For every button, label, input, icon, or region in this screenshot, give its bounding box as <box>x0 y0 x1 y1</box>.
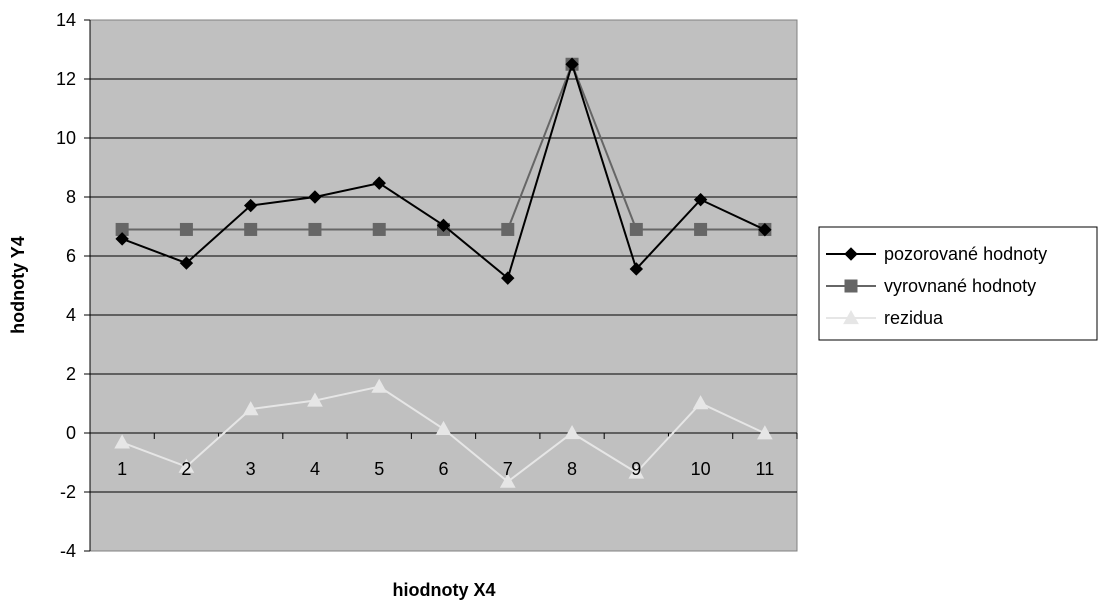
data-point-triangle <box>114 434 130 449</box>
data-point-square <box>844 279 858 293</box>
series-group <box>114 57 773 488</box>
y-tick-label: -4 <box>60 541 76 561</box>
data-point-square <box>244 222 258 236</box>
series-3 <box>114 378 773 488</box>
data-point-square <box>308 222 322 236</box>
data-point-triangle <box>499 473 516 488</box>
x-tick-label: 4 <box>310 459 320 479</box>
legend: pozorované hodnoty vyrovnané hodnoty rezid… <box>818 226 1098 341</box>
y-tick-label: 2 <box>66 364 76 384</box>
y-tick-label: 8 <box>66 187 76 207</box>
y-tick-label: 6 <box>66 246 76 266</box>
y-tick-label: 14 <box>56 10 76 30</box>
y-tick-label: 0 <box>66 423 76 443</box>
data-point-diamond <box>115 232 129 246</box>
series-1 <box>115 57 772 285</box>
legend-label: vyrovnané hodnoty <box>884 276 1036 296</box>
data-point-triangle <box>371 378 388 393</box>
data-point-square <box>629 222 643 236</box>
data-point-diamond <box>629 262 644 276</box>
y-tick-label: 12 <box>56 69 76 89</box>
legend-label: pozorované hodnoty <box>884 244 1047 264</box>
x-tick-label: 7 <box>503 459 513 479</box>
x-tick-label: 8 <box>567 459 577 479</box>
data-point-square <box>179 222 193 236</box>
data-point-triangle <box>628 464 645 479</box>
legend-label: rezidua <box>884 308 944 328</box>
data-point-diamond <box>758 223 772 237</box>
data-point-diamond <box>436 218 451 233</box>
data-point-triangle <box>435 420 452 435</box>
data-point-square <box>501 222 515 236</box>
data-point-triangle <box>692 395 709 410</box>
data-point-triangle <box>757 425 773 440</box>
x-tick-label: 11 <box>756 459 775 479</box>
data-point-square <box>372 222 386 236</box>
data-point-diamond <box>565 57 579 71</box>
y-tick-label: 10 <box>56 128 76 148</box>
data-point-triangle <box>564 424 580 440</box>
data-point-diamond <box>179 256 194 270</box>
data-point-triangle <box>307 392 323 407</box>
plot-area <box>89 19 798 552</box>
y-tick-label: 4 <box>66 305 76 325</box>
data-point-diamond <box>243 198 258 213</box>
x-tick-label: 10 <box>691 459 711 479</box>
data-point-diamond <box>844 247 858 261</box>
x-tick-label: 5 <box>374 459 384 479</box>
x-tick-label: 2 <box>181 459 191 479</box>
y-axis-title: hodnoty Y4 <box>8 236 28 334</box>
data-point-diamond <box>308 190 322 204</box>
x-tick-label: 1 <box>117 459 127 479</box>
data-point-diamond <box>501 271 515 285</box>
data-point-triangle <box>242 401 259 416</box>
x-axis-title: hiodnoty X4 <box>393 580 496 600</box>
data-point-square <box>694 222 708 236</box>
legend-box <box>818 226 1098 341</box>
data-point-triangle <box>178 458 195 473</box>
x-tick-label: 9 <box>631 459 641 479</box>
y-tick-label: -2 <box>60 482 76 502</box>
x-tick-label: 3 <box>246 459 256 479</box>
data-point-diamond <box>372 176 386 190</box>
data-point-triangle <box>843 309 859 325</box>
data-point-diamond <box>693 192 708 207</box>
legend-items: pozorované hodnoty vyrovnané hodnoty rezid… <box>826 244 1047 328</box>
x-tick-label: 6 <box>438 459 448 479</box>
